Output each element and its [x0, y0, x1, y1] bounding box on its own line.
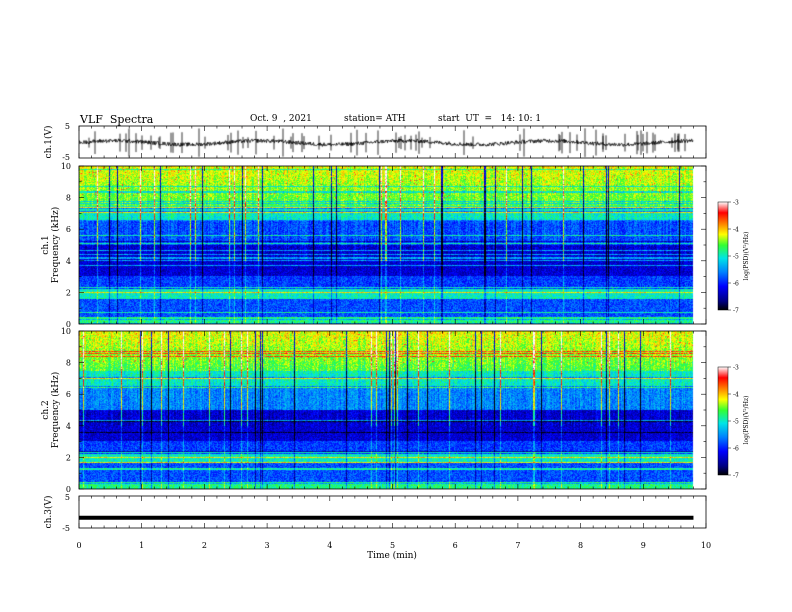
colorbar-tick-label: -4: [733, 392, 739, 399]
ch1-waveform-ylabel: ch.1(V): [43, 126, 54, 159]
ch3-waveform-ytick-top: 5: [65, 493, 70, 502]
x-axis-tick-label: 7: [515, 541, 520, 550]
ch3-waveform-panel: 5 -5 ch.3(V): [43, 493, 707, 533]
x-axis-tick-label: 9: [641, 541, 646, 550]
colorbar-tick-label: -3: [733, 365, 739, 372]
ch1-waveform-ytick-top: 5: [65, 122, 70, 131]
x-axis-tick-label: 10: [701, 541, 711, 550]
x-axis-tick-label: 5: [390, 541, 395, 550]
x-axis-tick-label: 4: [327, 541, 332, 550]
y-axis-tick-label: 0: [66, 320, 71, 329]
figure-start-time: start UT = 14: 10: 1: [438, 114, 542, 124]
y-axis-tick-label: 4: [66, 257, 71, 266]
ch1-spectrogram-image: [79, 166, 706, 324]
figure-title: VLF Spectra: [80, 113, 154, 126]
ch1-colorbar-label: log(PSD)(V²/Hz): [743, 232, 750, 281]
x-axis-tick-label: 1: [139, 541, 144, 550]
colorbar-tick-label: -6: [733, 446, 739, 453]
ch2-spectrogram-image: [79, 331, 706, 489]
y-axis-tick-label: 10: [61, 162, 71, 171]
ch2-spectrogram-ylabel-channel: ch.2: [41, 400, 51, 419]
colorbar-tick-label: -5: [733, 254, 739, 261]
x-axis-tick-label: 8: [578, 541, 583, 550]
x-axis-tick-label: 3: [265, 541, 270, 550]
ch1-spectrogram-ylabel-frequency: Frequency (kHz): [50, 207, 61, 284]
x-axis-tick-label: 0: [76, 541, 81, 550]
y-axis-tick-label: 0: [66, 485, 71, 494]
colorbar-tick-label: -5: [733, 419, 739, 426]
figure-station: station= ATH: [344, 114, 406, 124]
y-axis-tick-label: 2: [66, 453, 71, 462]
ch3-waveform-ylabel: ch.3(V): [43, 496, 54, 529]
ch1-waveform-panel: 5 -5 ch.1(V): [43, 122, 707, 162]
ch2-colorbar: [717, 366, 729, 476]
ch1-spectrogram-ylabel-channel: ch.1: [41, 235, 51, 254]
ch1-waveform-ytick-bottom: -5: [62, 153, 70, 162]
y-axis-tick-label: 4: [66, 422, 71, 431]
figure-date: Oct. 9 , 2021: [250, 114, 312, 124]
ch3-waveform-ytick-bottom: -5: [62, 524, 70, 533]
colorbar-tick-label: -6: [733, 281, 739, 288]
y-axis-tick-label: 8: [66, 194, 71, 203]
y-axis-tick-label: 6: [66, 225, 71, 234]
y-axis-tick-label: 8: [66, 359, 71, 368]
x-axis-label: Time (min): [367, 550, 417, 561]
colorbar-tick-label: -7: [733, 473, 739, 480]
colorbar-tick-label: -3: [733, 200, 739, 207]
y-axis-tick-label: 6: [66, 390, 71, 399]
colorbar-tick-label: -7: [733, 308, 739, 315]
ch1-waveform-trace: [79, 126, 706, 158]
x-axis-tick-label: 2: [202, 541, 207, 550]
colorbar-tick-label: -4: [733, 227, 739, 234]
y-axis-tick-label: 10: [61, 327, 71, 336]
ch2-colorbar-label: log(PSD)(V²/Hz): [743, 396, 750, 445]
ch2-spectrogram-ylabel-frequency: Frequency (kHz): [50, 372, 61, 449]
y-axis-tick-label: 2: [66, 288, 71, 297]
ch1-colorbar: [717, 201, 729, 311]
x-axis-tick-label: 6: [453, 541, 458, 550]
